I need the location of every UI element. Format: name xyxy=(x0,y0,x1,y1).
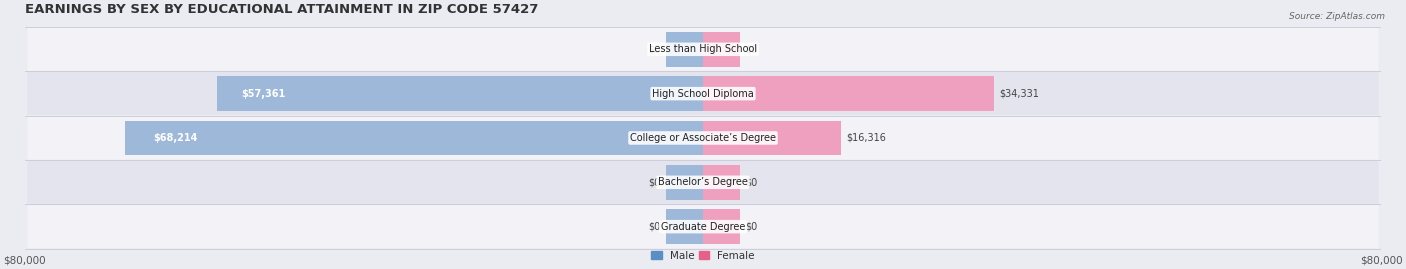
Bar xyxy=(703,76,994,111)
Bar xyxy=(125,121,703,155)
Text: $34,331: $34,331 xyxy=(998,89,1039,99)
Text: $0: $0 xyxy=(745,222,758,232)
Text: EARNINGS BY SEX BY EDUCATIONAL ATTAINMENT IN ZIP CODE 57427: EARNINGS BY SEX BY EDUCATIONAL ATTAINMEN… xyxy=(25,3,538,16)
Text: $57,361: $57,361 xyxy=(240,89,285,99)
Bar xyxy=(703,32,741,67)
FancyBboxPatch shape xyxy=(28,28,1378,71)
FancyBboxPatch shape xyxy=(28,116,1378,160)
Text: College or Associate’s Degree: College or Associate’s Degree xyxy=(630,133,776,143)
Text: $0: $0 xyxy=(648,44,661,54)
FancyBboxPatch shape xyxy=(28,161,1378,204)
Text: $0: $0 xyxy=(648,177,661,187)
Bar xyxy=(703,121,841,155)
Bar xyxy=(217,76,703,111)
Bar xyxy=(703,209,741,244)
FancyBboxPatch shape xyxy=(28,72,1378,115)
Text: $0: $0 xyxy=(745,177,758,187)
Legend: Male, Female: Male, Female xyxy=(651,250,755,261)
Bar xyxy=(665,32,703,67)
Text: Less than High School: Less than High School xyxy=(650,44,756,54)
Text: $0: $0 xyxy=(648,222,661,232)
Text: Bachelor’s Degree: Bachelor’s Degree xyxy=(658,177,748,187)
Text: $0: $0 xyxy=(745,44,758,54)
FancyBboxPatch shape xyxy=(28,205,1378,248)
Bar xyxy=(703,165,741,200)
Bar xyxy=(665,165,703,200)
Text: Source: ZipAtlas.com: Source: ZipAtlas.com xyxy=(1289,12,1385,21)
Text: $16,316: $16,316 xyxy=(846,133,886,143)
Text: Graduate Degree: Graduate Degree xyxy=(661,222,745,232)
Text: High School Diploma: High School Diploma xyxy=(652,89,754,99)
Bar xyxy=(665,209,703,244)
Text: $68,214: $68,214 xyxy=(153,133,198,143)
